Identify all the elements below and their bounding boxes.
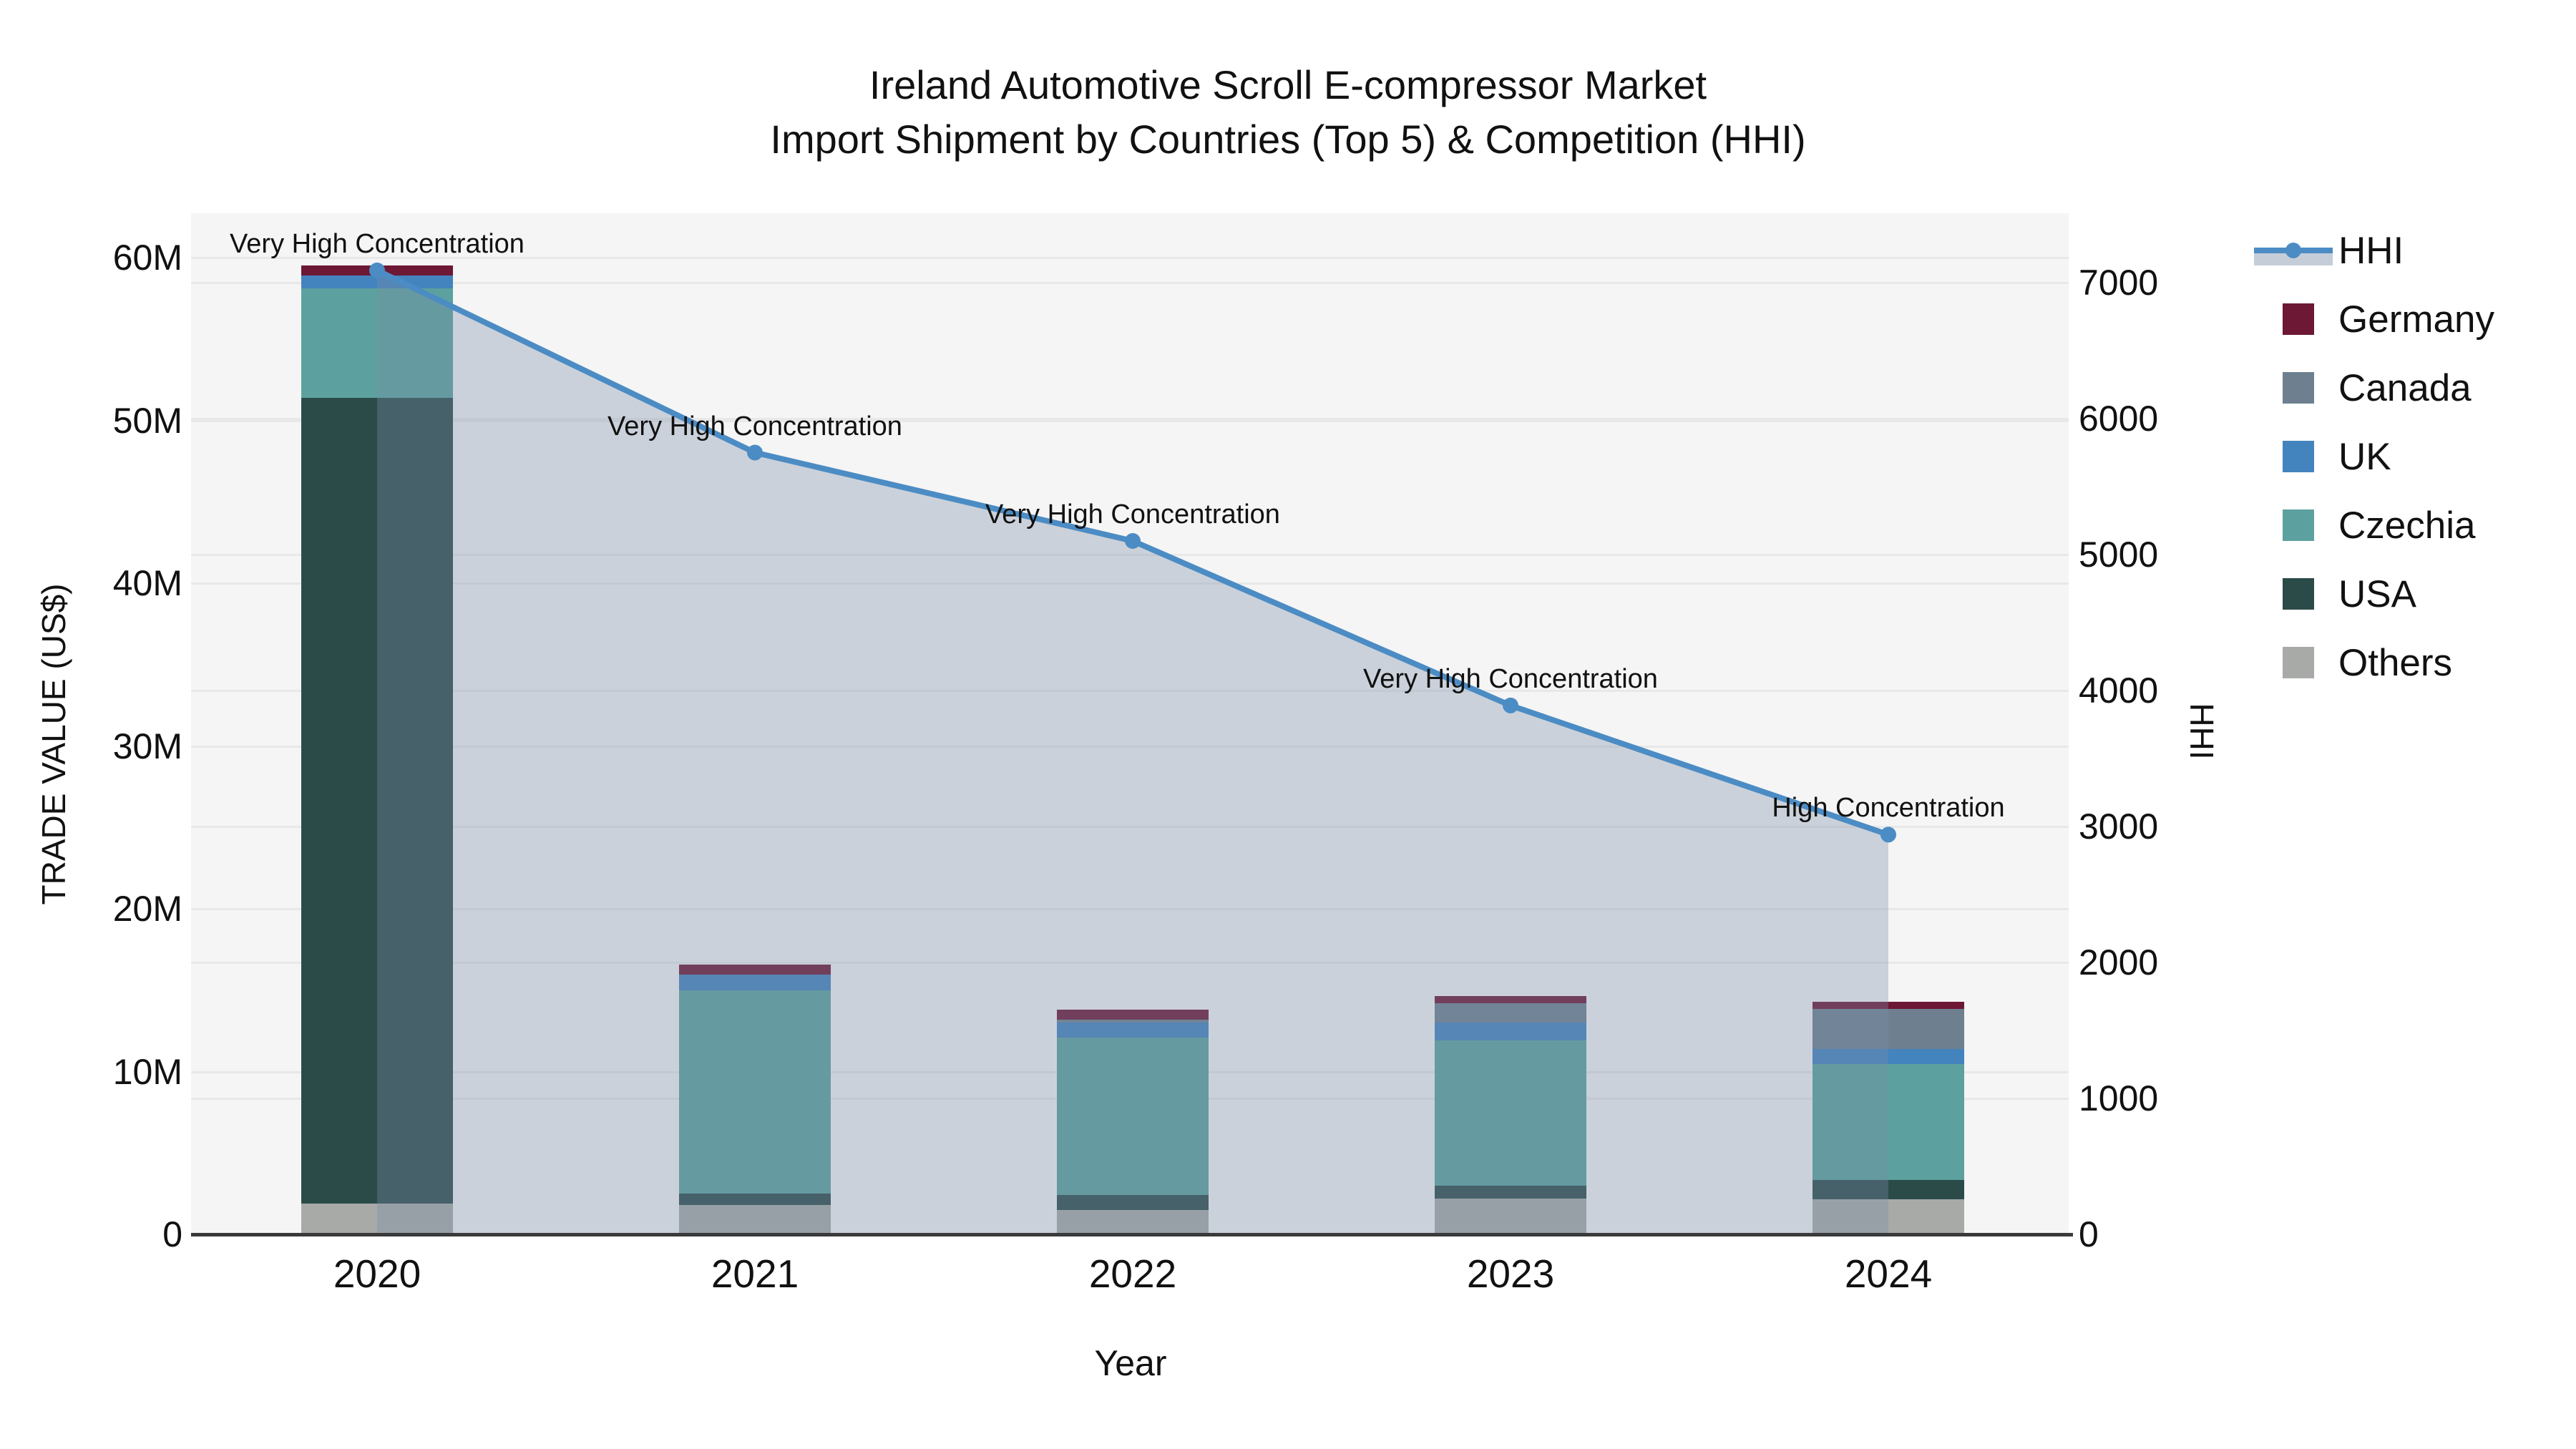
hhi-line-icon <box>2254 235 2333 266</box>
left-tick-10M: 10M <box>112 1051 182 1092</box>
left-tick-50M: 50M <box>112 400 182 441</box>
legend-item-others[interactable]: Others <box>2254 641 2452 684</box>
legend-item-czechia[interactable]: Czechia <box>2254 504 2475 547</box>
legend-swatch-uk <box>2283 441 2314 472</box>
bar-2021-uk <box>679 975 831 990</box>
bar-2023-usa <box>1435 1185 1586 1199</box>
left-tick-0: 0 <box>162 1214 182 1254</box>
x-tick-2024: 2024 <box>1844 1252 1933 1296</box>
bar-2023-canada <box>1435 1002 1586 1023</box>
gridline-hhi-4000 <box>191 690 2069 692</box>
legend-item-hhi[interactable]: HHI <box>2254 229 2404 272</box>
bar-2022-others <box>1057 1209 1209 1234</box>
bar-2022-czechia <box>1057 1037 1209 1196</box>
bar-2021-others <box>679 1205 831 1234</box>
right-tick-5000: 5000 <box>2079 535 2159 575</box>
legend-swatch-germany <box>2283 303 2314 335</box>
hhi-marker-2023 <box>1503 697 1518 713</box>
gridline-trade-40M <box>191 582 2069 585</box>
gridline-hhi-3000 <box>191 826 2069 828</box>
annotation-2023: Very High Concentration <box>1363 663 1658 694</box>
bar-2024-canada <box>1813 1008 1964 1049</box>
hhi-marker-2022 <box>1125 533 1141 549</box>
gridline-hhi-7000 <box>191 282 2069 284</box>
left-tick-40M: 40M <box>112 563 182 603</box>
hhi-marker-2020 <box>369 262 385 278</box>
hhi-marker-dot-icon <box>2285 243 2301 258</box>
hhi-area-fill <box>377 270 1888 1234</box>
left-tick-30M: 30M <box>112 726 182 766</box>
bar-2023-germany <box>1435 995 1586 1003</box>
x-axis-line <box>191 1233 2073 1236</box>
right-tick-6000: 6000 <box>2079 399 2159 439</box>
annotation-2022: Very High Concentration <box>985 499 1280 530</box>
bar-2022-usa <box>1057 1195 1209 1210</box>
legend-label-czechia: Czechia <box>2338 504 2476 547</box>
bar-2020-usa <box>301 397 453 1204</box>
x-tick-2023: 2023 <box>1466 1252 1555 1296</box>
legend-swatch-others <box>2283 647 2314 678</box>
gridline-hhi-5000 <box>191 554 2069 556</box>
annotation-2024: High Concentration <box>1772 793 2005 824</box>
right-tick-3000: 3000 <box>2079 806 2159 847</box>
x-tick-2021: 2021 <box>711 1252 799 1296</box>
bar-2021-czechia <box>679 990 831 1194</box>
bar-2024-usa <box>1813 1179 1964 1200</box>
right-tick-2000: 2000 <box>2079 942 2159 982</box>
legend-item-usa[interactable]: USA <box>2254 572 2416 615</box>
legend-item-canada[interactable]: Canada <box>2254 366 2472 409</box>
x-tick-2022: 2022 <box>1088 1252 1177 1296</box>
legend-swatch-canada <box>2283 372 2314 404</box>
right-axis-title: HHI <box>2183 703 2220 760</box>
hhi-marker-2024 <box>1880 826 1896 843</box>
left-tick-60M: 60M <box>112 238 182 278</box>
bar-2020-others <box>301 1203 453 1234</box>
legend-swatch-usa <box>2283 578 2314 610</box>
bar-2022-uk <box>1057 1023 1209 1038</box>
gridline-hhi-6000 <box>191 418 2069 420</box>
gridline-trade-60M <box>191 257 2069 259</box>
annotation-2020: Very High Concentration <box>230 228 525 259</box>
gridline-trade-50M <box>191 419 2069 422</box>
legend-label-uk: UK <box>2338 435 2391 478</box>
right-tick-1000: 1000 <box>2079 1078 2159 1118</box>
legend-label-usa: USA <box>2338 572 2416 615</box>
bar-2024-uk <box>1813 1048 1964 1065</box>
bar-2023-uk <box>1435 1023 1586 1041</box>
right-tick-7000: 7000 <box>2079 263 2159 303</box>
gridline-trade-30M <box>191 745 2069 748</box>
gridline-trade-20M <box>191 908 2069 910</box>
bar-2022-germany <box>1057 1010 1209 1020</box>
bar-2024-germany <box>1813 1001 1964 1009</box>
hhi-marker-2021 <box>747 444 763 461</box>
legend-item-germany[interactable]: Germany <box>2254 298 2494 341</box>
right-tick-0: 0 <box>2079 1214 2099 1254</box>
bar-2024-others <box>1813 1199 1964 1234</box>
right-tick-4000: 4000 <box>2079 670 2159 711</box>
legend-label-germany: Germany <box>2338 298 2494 341</box>
bar-2024-czechia <box>1813 1064 1964 1180</box>
bar-2020-uk <box>301 275 453 289</box>
legend-item-uk[interactable]: UK <box>2254 435 2391 478</box>
bar-2021-germany <box>679 965 831 975</box>
bar-2023-others <box>1435 1198 1586 1234</box>
legend-swatch-czechia <box>2283 509 2314 541</box>
chart-title-line2: Import Shipment by Countries (Top 5) & C… <box>770 117 1806 162</box>
bar-2022-canada <box>1057 1019 1209 1023</box>
gridline-hhi-2000 <box>191 962 2069 964</box>
bar-2021-usa <box>679 1194 831 1206</box>
legend-label-others: Others <box>2338 641 2453 684</box>
bar-2023-czechia <box>1435 1040 1586 1186</box>
left-tick-20M: 20M <box>112 889 182 929</box>
x-axis-title: Year <box>1094 1343 1167 1383</box>
bar-2020-czechia <box>301 288 453 398</box>
legend-label-canada: Canada <box>2338 366 2472 409</box>
chart-title-line1: Ireland Automotive Scroll E-compressor M… <box>869 62 1707 107</box>
left-axis-title: TRADE VALUE (US$) <box>35 583 72 905</box>
x-tick-2020: 2020 <box>333 1252 421 1296</box>
annotation-2021: Very High Concentration <box>608 411 902 441</box>
legend-label-hhi: HHI <box>2338 229 2404 272</box>
